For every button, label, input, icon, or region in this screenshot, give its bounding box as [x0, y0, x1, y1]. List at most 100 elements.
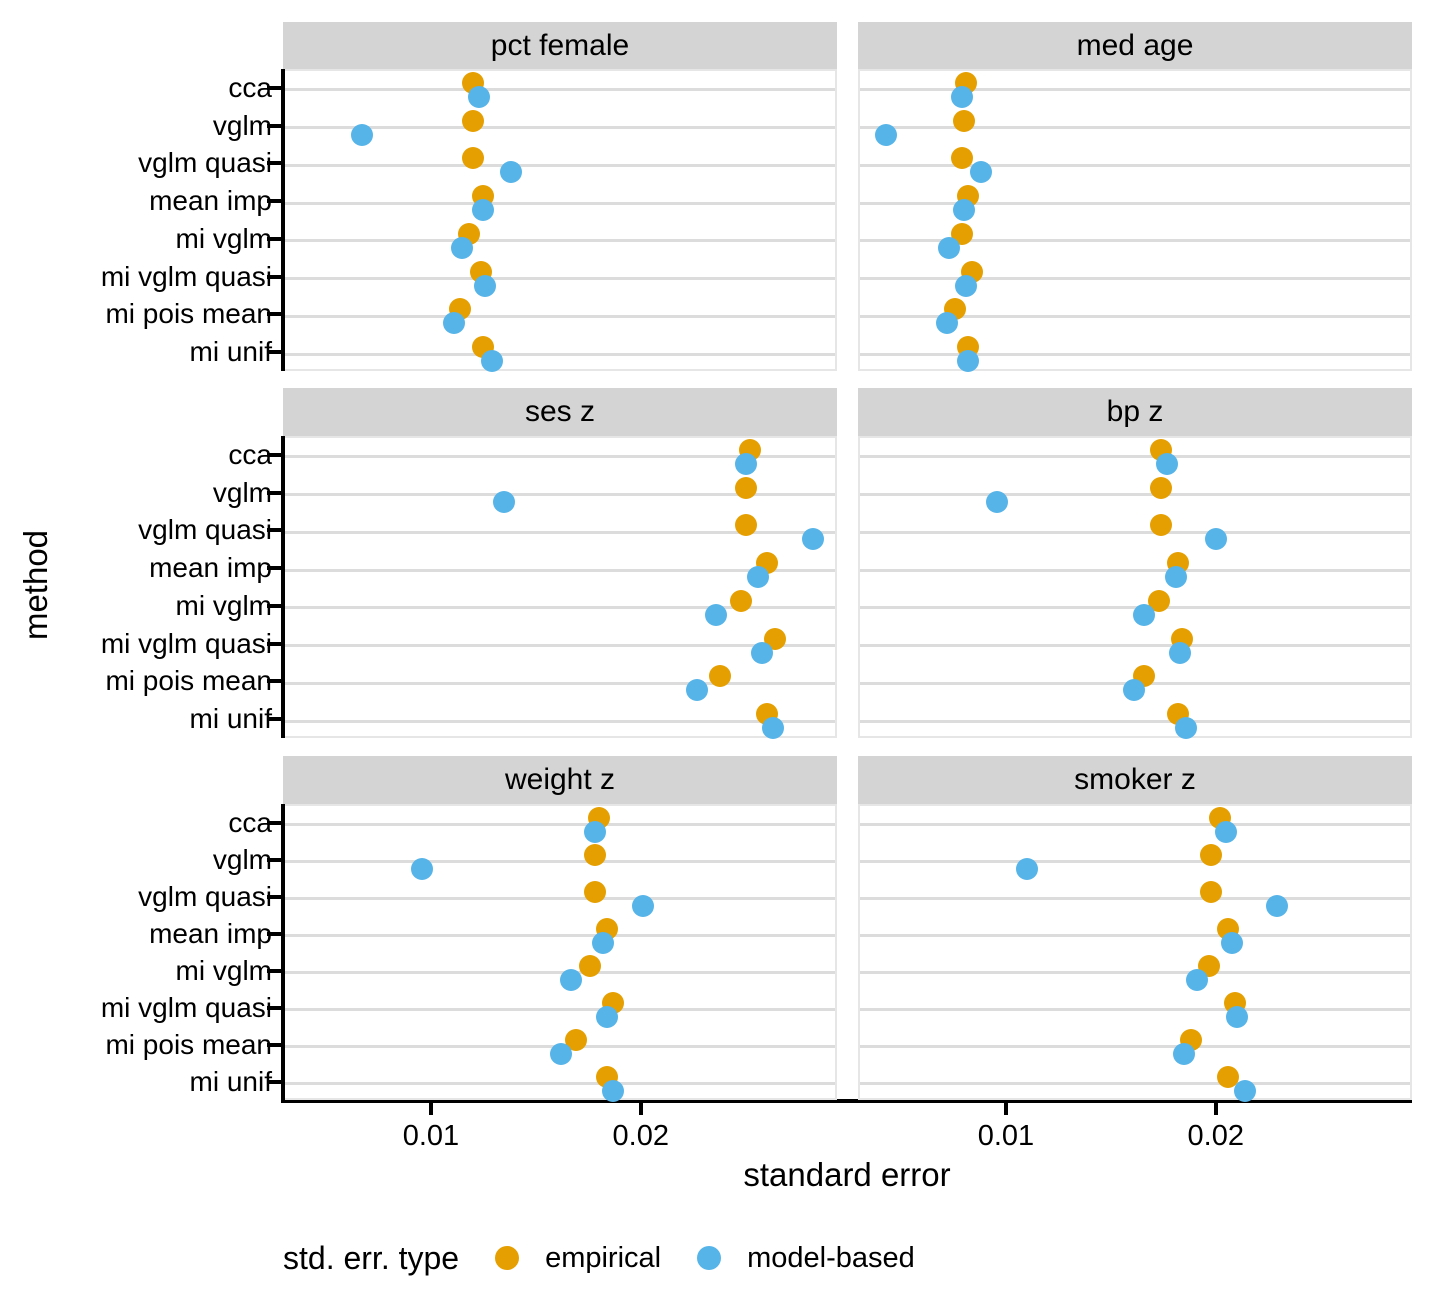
data-point-model-based: [705, 603, 728, 626]
data-point-empirical: [583, 880, 606, 903]
data-point-model-based: [1133, 603, 1156, 626]
gridline: [860, 163, 1410, 167]
y-tick-label: mi pois mean: [105, 1028, 272, 1060]
y-tick-label: vglm: [212, 843, 272, 875]
y-tick-label: mean imp: [149, 185, 272, 217]
data-point-empirical: [564, 1028, 587, 1051]
y-tick-label: mi vglm quasi: [100, 260, 272, 292]
data-point-model-based: [411, 857, 434, 880]
y-tick-label: vglm quasi: [138, 514, 272, 546]
y-tick-mark: [267, 1079, 281, 1084]
y-tick-mark: [267, 679, 281, 684]
y-tick-label: mi unif: [189, 336, 272, 368]
facet-strip: pct female: [283, 22, 837, 69]
data-point-model-based: [950, 85, 973, 108]
data-point-empirical: [461, 147, 484, 170]
strip-label: weight z: [504, 763, 616, 796]
gridline: [860, 1045, 1410, 1048]
x-tick-mark: [428, 1103, 433, 1115]
y-tick-label: mi vglm quasi: [100, 991, 272, 1023]
data-point-model-based: [801, 528, 824, 551]
data-point-model-based: [472, 199, 495, 222]
gridline: [285, 1082, 835, 1085]
y-tick-label: vglm quasi: [138, 880, 272, 912]
data-point-empirical: [579, 954, 602, 977]
data-point-model-based: [596, 1005, 619, 1028]
y-tick-mark: [267, 717, 281, 722]
y-tick-label: mi pois mean: [105, 665, 272, 697]
y-tick-mark: [267, 199, 281, 204]
data-point-model-based: [350, 123, 373, 146]
facet-strip: bp z: [858, 388, 1412, 436]
data-point-empirical: [1200, 880, 1223, 903]
y-tick-mark: [267, 312, 281, 317]
data-point-empirical: [730, 589, 753, 612]
y-tick-label: cca: [228, 71, 272, 103]
gridline: [285, 719, 835, 723]
gridline: [860, 568, 1410, 572]
y-tick-label: mi vglm quasi: [100, 627, 272, 659]
y-tick-mark: [267, 490, 281, 495]
y-tick-label: mi vglm: [175, 589, 272, 621]
gridline: [860, 1082, 1410, 1085]
legend-label-model-based: model-based: [747, 1241, 915, 1274]
panel: [283, 436, 837, 740]
data-point-model-based: [474, 274, 497, 297]
y-tick-mark: [267, 452, 281, 457]
y-tick-mark: [267, 1005, 281, 1010]
gridline: [860, 971, 1410, 974]
gridline: [285, 201, 835, 205]
data-point-model-based: [1169, 641, 1192, 664]
data-point-model-based: [954, 274, 977, 297]
data-point-model-based: [1234, 1079, 1257, 1102]
data-point-empirical: [583, 843, 606, 866]
gridline: [860, 1008, 1410, 1011]
gridline: [860, 644, 1410, 648]
data-point-model-based: [734, 452, 757, 475]
gridline: [860, 719, 1410, 723]
y-tick-mark: [267, 161, 281, 166]
gridline: [860, 934, 1410, 937]
panel: [858, 804, 1412, 1102]
facet-strip: weight z: [283, 756, 837, 804]
y-tick-label: cca: [228, 806, 272, 838]
data-point-model-based: [1185, 968, 1208, 991]
y-tick-label: mean imp: [149, 552, 272, 584]
y-tick-mark: [267, 968, 281, 973]
legend: std. err. type empirical model-based: [283, 1232, 915, 1284]
data-point-model-based: [549, 1042, 572, 1065]
legend-dot-empirical-icon: [495, 1246, 520, 1270]
data-point-model-based: [936, 312, 959, 335]
gridline: [285, 126, 835, 130]
data-point-model-based: [751, 641, 774, 664]
data-point-model-based: [957, 350, 980, 373]
data-point-model-based: [875, 123, 898, 146]
x-tick-label: 0.01: [402, 1120, 460, 1152]
data-point-empirical: [1148, 589, 1171, 612]
data-point-model-based: [493, 490, 516, 513]
data-point-model-based: [686, 679, 709, 702]
data-point-empirical: [950, 147, 973, 170]
data-point-model-based: [480, 350, 503, 373]
x-tick-label: 0.01: [977, 1120, 1035, 1152]
strip-label: med age: [1076, 28, 1194, 62]
gridline: [860, 277, 1410, 281]
strip-label: ses z: [524, 395, 596, 428]
data-point-empirical: [1150, 514, 1173, 537]
gridline: [860, 239, 1410, 243]
x-tick-mark: [1003, 1103, 1008, 1115]
data-point-model-based: [499, 161, 522, 184]
y-tick-mark: [267, 820, 281, 825]
data-point-model-based: [1175, 717, 1198, 740]
gridline: [285, 681, 835, 685]
gridline: [860, 493, 1410, 497]
facet-strip: smoker z: [858, 756, 1412, 804]
data-point-empirical: [734, 476, 757, 499]
data-point-empirical: [734, 514, 757, 537]
gridline: [285, 971, 835, 974]
y-axis-line: [281, 804, 285, 1100]
y-tick-mark: [267, 566, 281, 571]
gridline: [860, 823, 1410, 826]
data-point-model-based: [747, 566, 770, 589]
